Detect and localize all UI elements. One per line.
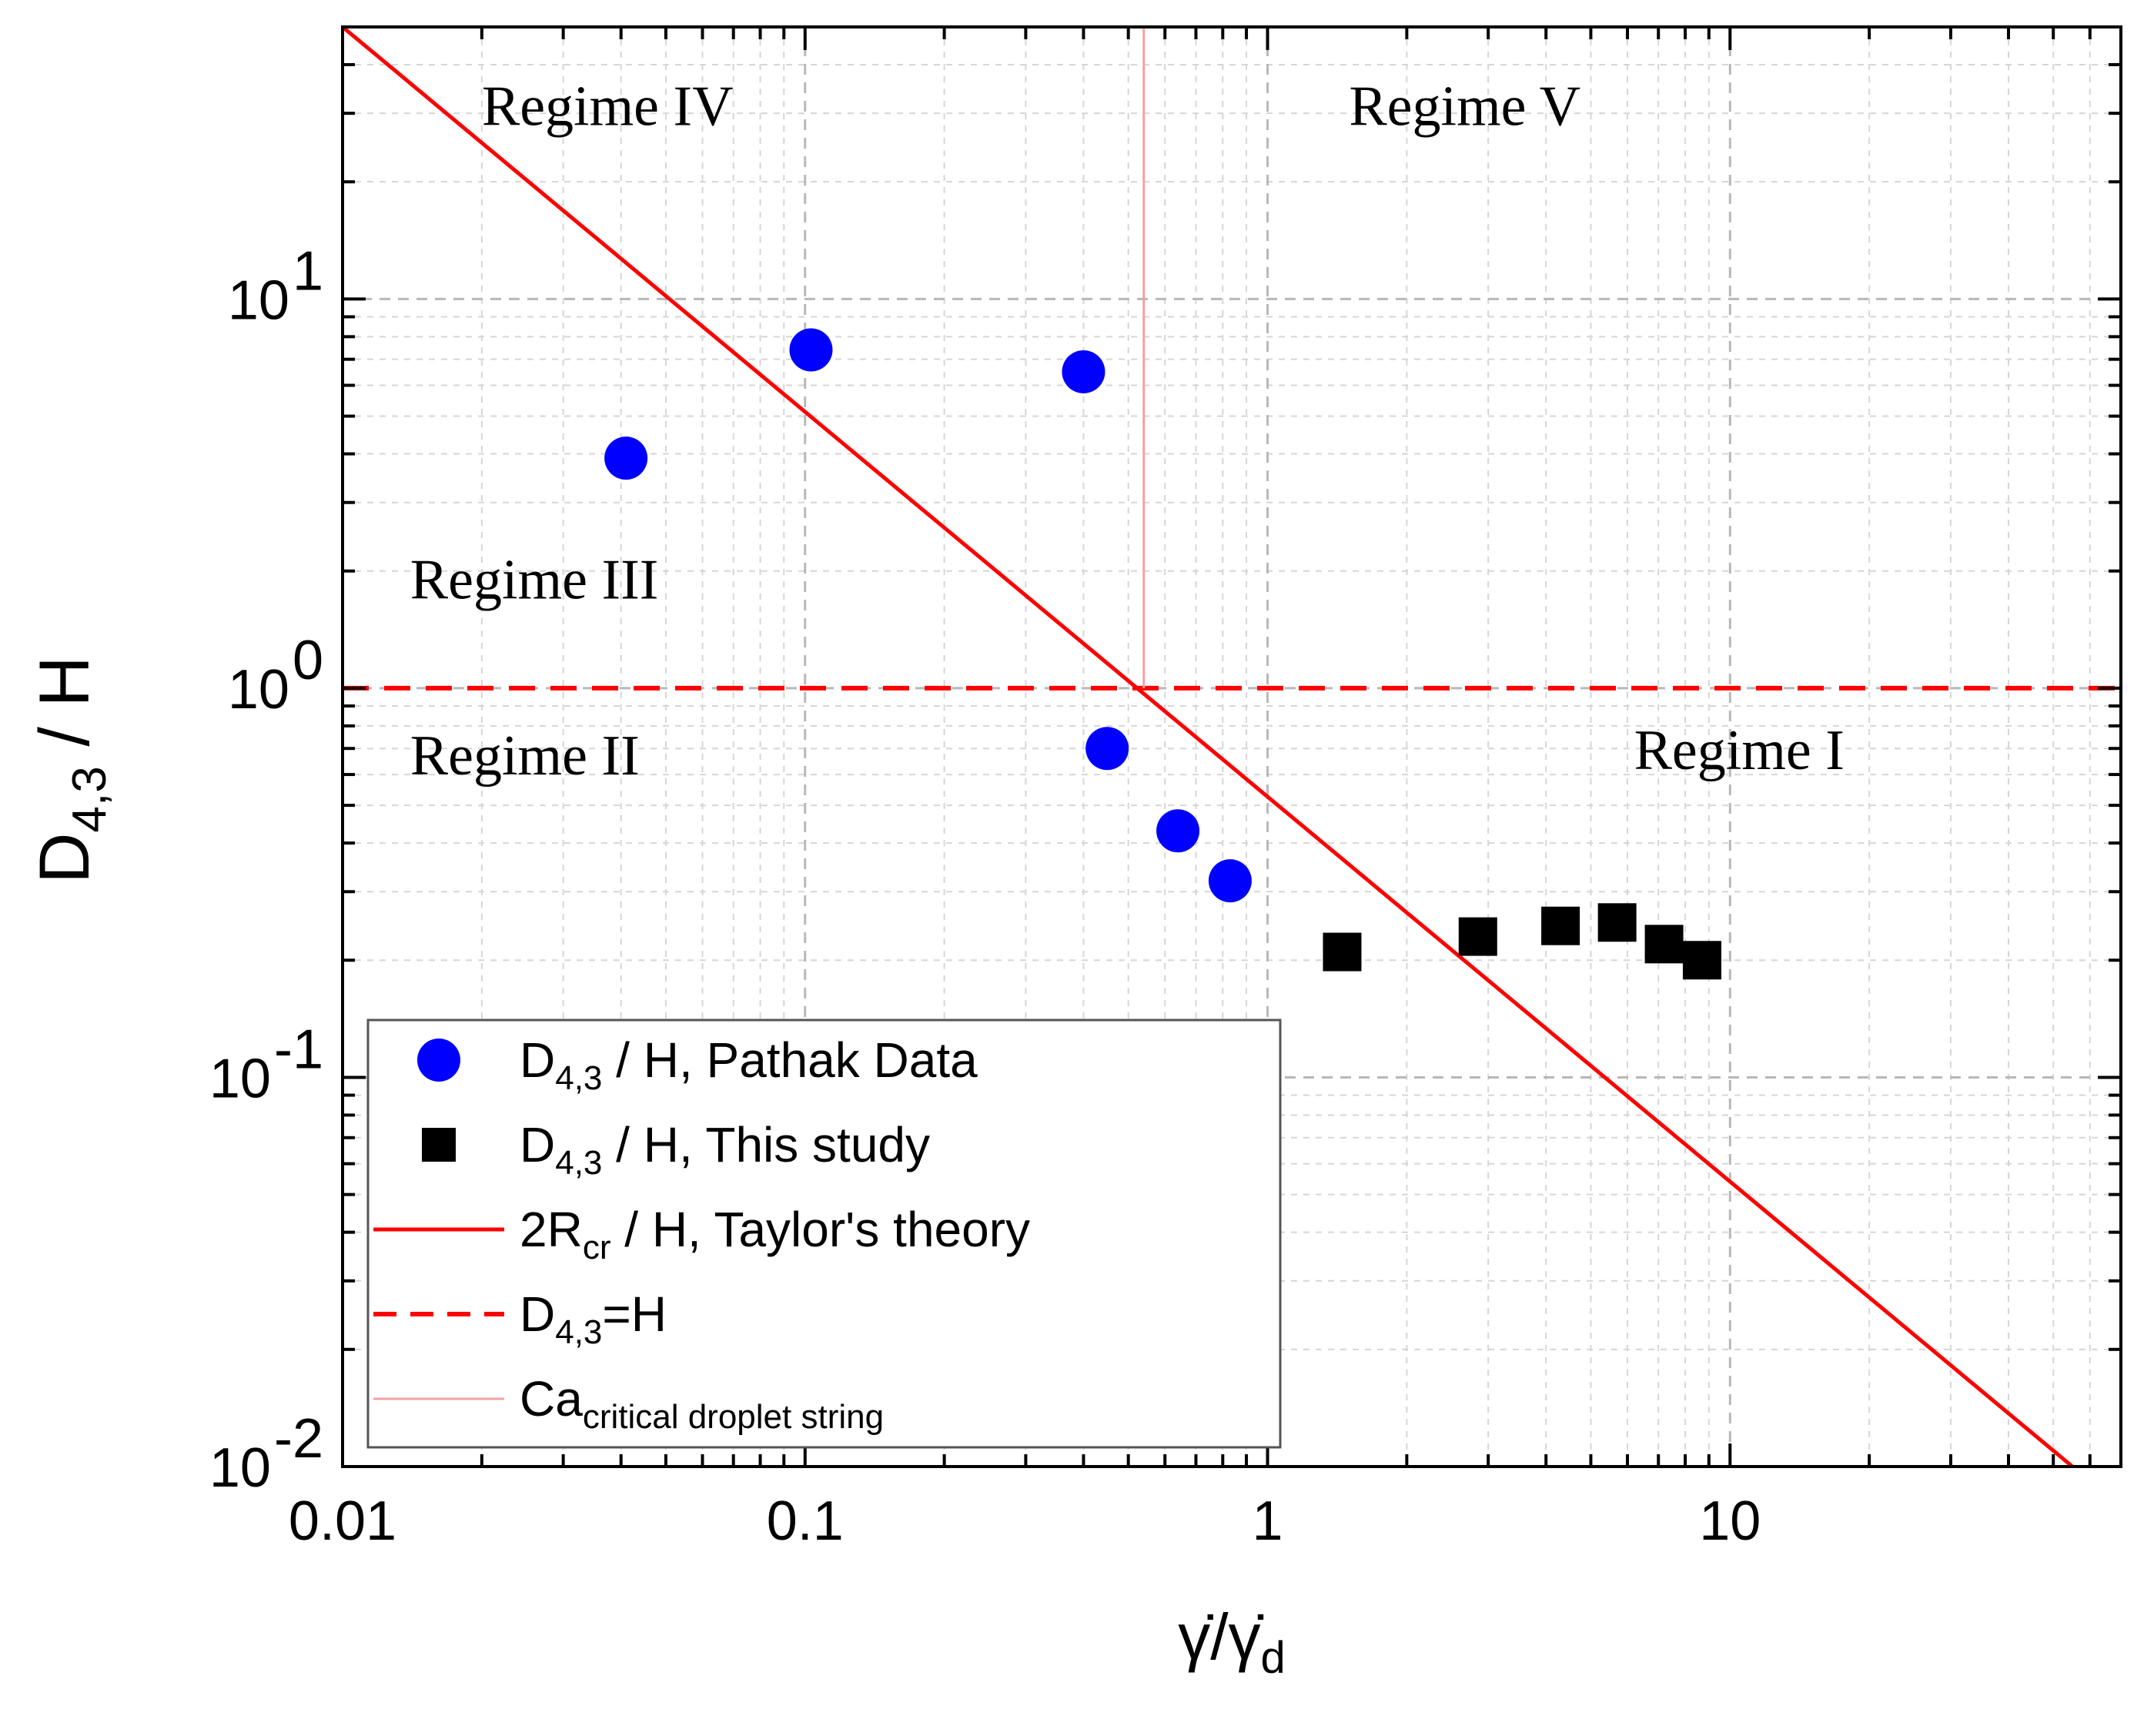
legend-label-sub: critical droplet string [583, 1398, 884, 1436]
legend-label-rest: / H, Taylor's theory [610, 1202, 1030, 1257]
pathak-data-point [1208, 859, 1252, 903]
series-lines [341, 25, 2121, 1468]
y-tick-label-exponent: 0 [293, 630, 323, 691]
y-tick-label-base: 10 [228, 269, 289, 331]
this-study-data-point [1323, 932, 1362, 972]
y-tick-label-base: 10 [228, 659, 289, 721]
legend-label: 2Rcr / H, Taylor's theory [520, 1202, 1030, 1266]
regime-annotations: Regime IV Regime V Regime III Regime II Regi… [410, 75, 1845, 788]
legend-label: D4,3 / H, This study [520, 1117, 930, 1182]
y-tick-label-exponent: -1 [274, 1019, 323, 1080]
legend-square-marker [422, 1128, 456, 1162]
legend-label-main: D [520, 1286, 555, 1342]
x-axis-title-main: γ̇/γ̇ [1178, 1601, 1263, 1673]
axis-ticks [341, 25, 2122, 1468]
legend-label-main: D [520, 1032, 555, 1088]
y-tick-label-base: 10 [209, 1437, 271, 1499]
y-tick-label-exponent: 1 [293, 240, 323, 302]
y-axis-title: D4,3 / H [25, 656, 116, 884]
legend-label-sub: 4,3 [555, 1144, 602, 1182]
legend-label: D4,3=H [520, 1286, 667, 1351]
pathak-data-point [604, 437, 648, 480]
legend-label-rest: =H [602, 1286, 667, 1342]
legend-label-main: D [520, 1117, 555, 1172]
y-tick-label-exponent: -2 [274, 1408, 323, 1470]
legend-label-sub: 4,3 [555, 1313, 602, 1351]
pathak-data-point [1156, 809, 1200, 853]
x-tick-label: 0.1 [767, 1490, 844, 1552]
y-axis-title-rest: / H [25, 656, 104, 766]
pathak-data-point [1062, 350, 1105, 393]
regime-label: Regime III [410, 548, 659, 611]
taylor-theory-line [341, 25, 2074, 1468]
regime-label: Regime II [410, 724, 640, 788]
regime-label: Regime IV [482, 75, 734, 138]
x-axis-title: γ̇/γ̇d [1178, 1601, 1286, 1683]
plot-frame [341, 25, 2122, 1468]
legend-label-main: Ca [520, 1371, 583, 1427]
pathak-data-point [1085, 727, 1129, 771]
legend-label-main: 2R [520, 1202, 583, 1257]
this-study-data-point [1458, 917, 1497, 956]
this-study-data-point [1644, 925, 1684, 964]
legend-label-sub: cr [583, 1229, 611, 1266]
y-tick-label-base: 10 [209, 1048, 271, 1109]
legend-label-sub: 4,3 [555, 1059, 602, 1097]
legend-box [366, 1019, 1282, 1449]
legend-label: Cacritical droplet string [520, 1371, 884, 1436]
x-tick-label: 0.01 [289, 1490, 396, 1552]
x-tick-label: 10 [1699, 1490, 1761, 1552]
this-study-data-point [1597, 903, 1637, 942]
legend-label-rest: / H, This study [602, 1117, 930, 1172]
pathak-data-point [789, 328, 833, 372]
legend-circle-marker [417, 1039, 460, 1082]
y-axis-title-sub: 4,3 [63, 766, 116, 832]
regime-label: Regime I [1634, 719, 1845, 782]
x-axis-title-sub: d [1261, 1633, 1286, 1683]
regime-label: Regime V [1349, 75, 1580, 138]
x-tick-label: 1 [1253, 1490, 1283, 1552]
y-axis-title-main: D [25, 832, 104, 883]
this-study-data-point [1541, 906, 1580, 945]
data-points [604, 328, 1721, 980]
this-study-data-point [1682, 941, 1721, 980]
legend-label: D4,3 / H, Pathak Data [520, 1032, 978, 1097]
legend-label-rest: / H, Pathak Data [602, 1032, 978, 1088]
